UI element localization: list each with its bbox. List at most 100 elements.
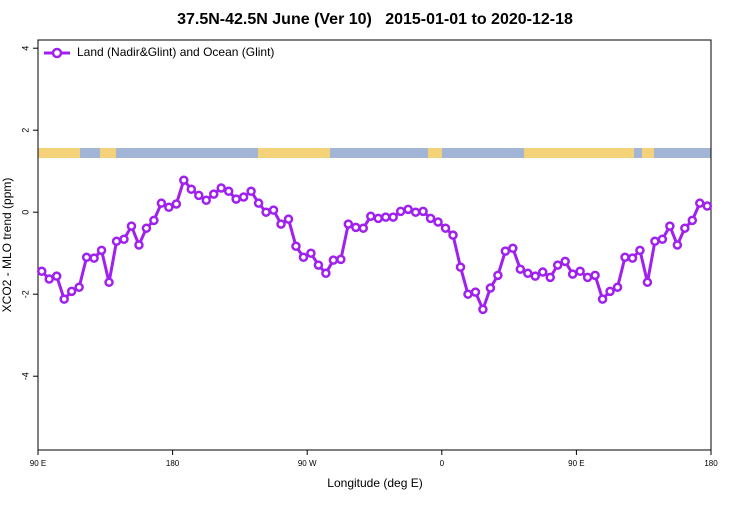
point (156, 198, 167, 208)
point (485, 283, 496, 293)
point (81, 252, 92, 263)
point (410, 207, 421, 217)
point (515, 264, 526, 274)
point (665, 221, 675, 231)
point (418, 206, 428, 217)
point (478, 304, 488, 315)
map-strip (38, 148, 711, 158)
point (538, 267, 548, 277)
point (366, 211, 376, 222)
point (358, 223, 369, 233)
point (650, 236, 660, 247)
point (351, 222, 361, 233)
point (627, 253, 638, 263)
point (201, 195, 211, 206)
point (291, 241, 301, 251)
point (403, 204, 413, 215)
point (36, 266, 47, 276)
point (493, 270, 503, 281)
y-tick-label: 4 (20, 46, 30, 51)
point (530, 271, 541, 281)
point (523, 268, 533, 279)
point (238, 192, 249, 202)
legend-marker (51, 47, 63, 59)
x-axis-label: Longitude (deg E) (327, 476, 422, 490)
point (216, 183, 226, 193)
point (433, 217, 443, 227)
point (455, 262, 466, 272)
y-tick-label: -4 (20, 372, 30, 380)
point (605, 286, 615, 297)
point (44, 274, 54, 284)
x-tick-label: 180 (166, 459, 180, 468)
point (59, 294, 69, 304)
point (597, 294, 608, 304)
point (96, 245, 107, 256)
point (231, 194, 241, 204)
y-tick-label: 2 (20, 128, 30, 133)
point (552, 260, 563, 270)
x-tick-label: 90 W (298, 459, 317, 468)
point (246, 186, 256, 197)
point (89, 253, 99, 263)
point (657, 234, 668, 245)
point (223, 186, 234, 197)
point (343, 219, 354, 229)
point (208, 189, 219, 199)
x-tick-label: 180 (704, 459, 718, 468)
y-axis-label: XCO2 - MLO trend (ppm) (0, 178, 14, 313)
point (186, 184, 197, 194)
point (104, 277, 114, 288)
y-tick-label: -2 (20, 290, 30, 298)
point (164, 202, 174, 213)
x-tick-label: 0 (440, 459, 445, 468)
point (567, 269, 578, 279)
point (119, 234, 129, 245)
point (590, 270, 600, 281)
point (298, 252, 309, 263)
plot-frame (37, 39, 712, 451)
point (51, 271, 62, 281)
point (194, 190, 204, 201)
point (463, 289, 473, 299)
point (470, 287, 481, 297)
point (508, 243, 518, 254)
point (500, 246, 511, 256)
point (171, 199, 182, 209)
point (612, 282, 623, 292)
point (321, 268, 331, 279)
x-tick-label: 90 E (568, 459, 584, 468)
point (545, 272, 555, 283)
point (268, 205, 279, 215)
point (276, 219, 286, 229)
point (74, 282, 84, 292)
point (149, 215, 159, 226)
point (695, 198, 705, 208)
point (313, 260, 324, 270)
point (448, 230, 458, 240)
point (560, 256, 570, 267)
x-tick-label: 90 E (30, 459, 46, 468)
point (380, 212, 391, 222)
point (134, 240, 144, 250)
point (620, 252, 630, 263)
point (111, 236, 122, 247)
point (440, 223, 451, 233)
point (336, 254, 346, 265)
chart-title: 37.5N-42.5N June (Ver 10) 2015-01-01 to … (177, 11, 573, 28)
point (575, 266, 585, 276)
point (283, 214, 294, 224)
point (702, 201, 713, 211)
point (253, 198, 264, 208)
y-tick-label: 0 (20, 210, 30, 215)
point (328, 255, 339, 265)
point (425, 213, 436, 224)
point (373, 213, 383, 224)
point (582, 272, 593, 283)
point (642, 277, 653, 288)
legend-label: Land (Nadir&Glint) and Ocean (Glint) (77, 45, 274, 59)
point (126, 221, 137, 231)
point (141, 223, 152, 233)
